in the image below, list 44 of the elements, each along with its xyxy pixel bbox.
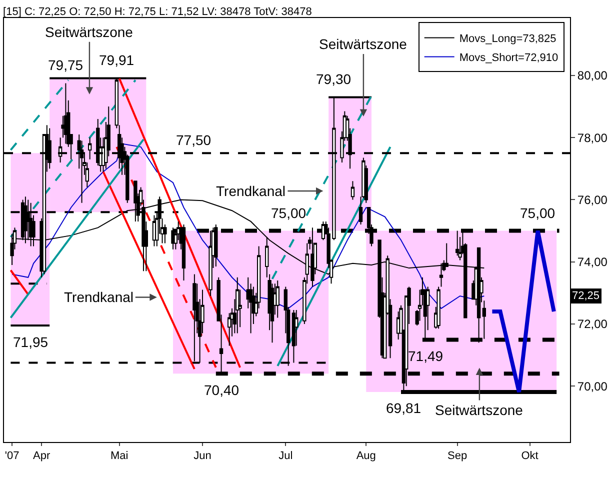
candlestick: [276, 280, 280, 318]
annotation: 79,75: [48, 57, 84, 73]
annotation: Seitwärtszone: [435, 402, 524, 418]
x-tick-label: Sep: [448, 450, 468, 462]
candlestick: [227, 312, 232, 346]
x-tick-label: Okt: [521, 450, 538, 462]
candlestick: [436, 286, 440, 330]
candlestick: [236, 276, 240, 334]
candlestick: [88, 137, 92, 160]
candlestick: [444, 242, 448, 267]
candlestick: [292, 309, 296, 364]
annotation: Trendkanal: [64, 289, 134, 305]
annotation: 69,81: [386, 400, 422, 416]
y-tick-label: 72,00: [577, 317, 608, 332]
annotation: 79,91: [99, 52, 134, 68]
annotation: 75,00: [271, 205, 306, 221]
annotation: 70,40: [204, 382, 240, 398]
x-tick-label: '07: [4, 450, 20, 462]
text: 72,25: [572, 290, 600, 302]
chart-title: [15] C: 72,25 O: 72,50 H: 72,75 L: 71,52 LV: 38478 TotV: 38478: [3, 6, 312, 18]
candlestick: [456, 230, 460, 256]
x-tick-label: Mai: [110, 450, 128, 462]
ref-line-label: 77,50: [176, 132, 212, 148]
annotation: Seitwärtszone: [45, 24, 134, 40]
x-tick-label: Jun: [194, 450, 212, 462]
annotation: Trendkanal: [216, 183, 286, 199]
y-tick-label: 80,00: [577, 68, 608, 83]
x-tick-label: Aug: [356, 450, 376, 462]
annotation: 75,00: [520, 205, 556, 221]
annotation: 79,30: [316, 71, 352, 87]
y-tick-label: 76,00: [577, 192, 608, 207]
legend-label: Movs_Long=73,825: [459, 33, 556, 46]
annotation: 71,49: [408, 348, 444, 364]
y-tick-label: 74,00: [577, 255, 608, 270]
candlestick: [350, 180, 355, 200]
y-tick-label: 78,00: [577, 130, 608, 145]
annotation: Seitwärtszone: [319, 36, 408, 52]
x-tick-label: Apr: [32, 450, 50, 462]
x-tick-label: Jul: [278, 450, 293, 462]
candlestick: [64, 82, 68, 144]
y-tick-label: 70,00: [577, 379, 608, 394]
legend-label: Movs_Short=72,910: [459, 52, 558, 64]
annotation: 71,95: [13, 334, 48, 350]
candlestick: [182, 224, 186, 281]
